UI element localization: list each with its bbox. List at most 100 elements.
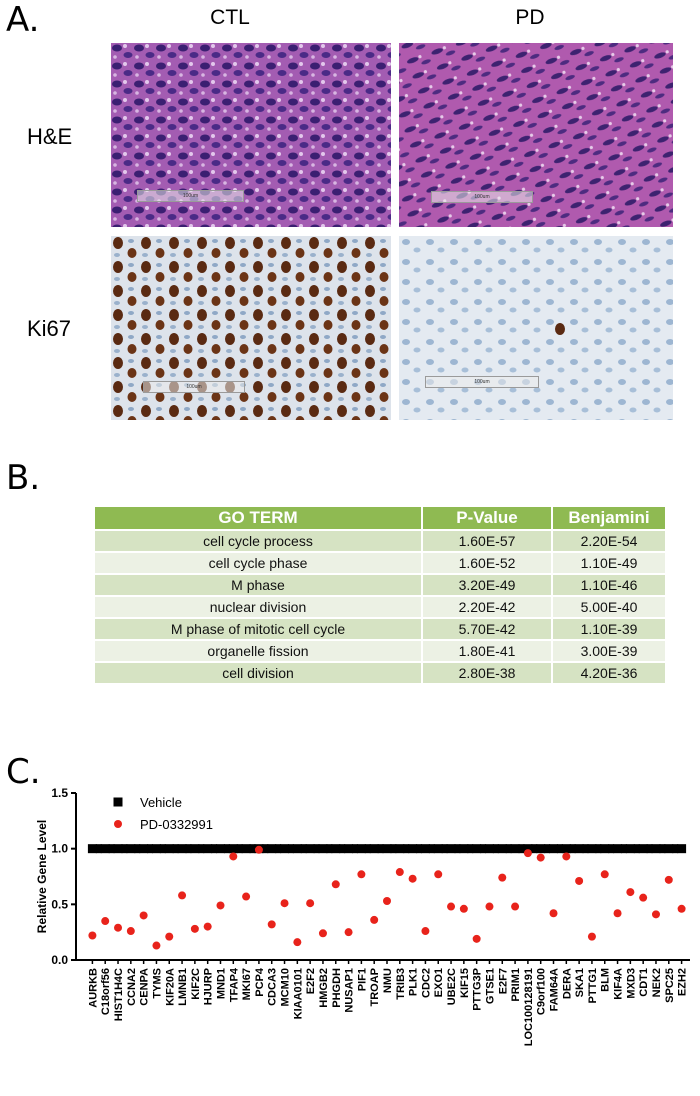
x-tick-label: HMGB2 bbox=[318, 968, 330, 1008]
pd-point bbox=[421, 927, 430, 936]
vehicle-point bbox=[531, 844, 538, 854]
vehicle-point bbox=[172, 844, 179, 854]
vehicle-point bbox=[215, 844, 225, 854]
vehicle-point bbox=[95, 844, 102, 854]
x-tick-label: PIF1 bbox=[356, 968, 368, 991]
pd-point bbox=[472, 934, 481, 943]
benjamini-cell: 1.10E-39 bbox=[553, 619, 665, 639]
vehicle-point bbox=[228, 844, 238, 854]
x-tick-label: CDT1 bbox=[638, 968, 650, 997]
x-tick-label: AURKB bbox=[87, 968, 99, 1008]
vehicle-point bbox=[344, 844, 354, 854]
legend-pd-marker bbox=[114, 820, 122, 828]
x-tick-label: KIF2C bbox=[190, 968, 202, 1000]
x-tick-label: E2F2 bbox=[305, 968, 317, 994]
x-tick-label: TROAP bbox=[369, 968, 381, 1007]
p-value-header: P-Value bbox=[423, 507, 551, 529]
ki67-pd-image: 100um bbox=[399, 236, 673, 420]
pd-point bbox=[536, 853, 545, 862]
pd-point bbox=[434, 870, 443, 879]
x-tick-label: C18orf56 bbox=[100, 968, 112, 1015]
y-tick-label: 0.0 bbox=[51, 953, 68, 967]
pd-point bbox=[242, 892, 251, 901]
pd-point bbox=[216, 901, 225, 910]
vehicle-point bbox=[108, 844, 115, 854]
table-row: M phase of mitotic cell cycle 5.70E-42 1… bbox=[95, 619, 665, 639]
pd-point bbox=[357, 870, 366, 879]
go-term-table: GO TERM P-Value Benjamini cell cycle pro… bbox=[93, 505, 667, 685]
vehicle-point bbox=[638, 844, 648, 854]
vehicle-point bbox=[300, 844, 307, 854]
vehicle-point bbox=[574, 844, 584, 854]
pd-point bbox=[344, 928, 353, 937]
vehicle-point bbox=[377, 844, 384, 854]
x-tick-label: PTTG1 bbox=[587, 968, 599, 1003]
pd-point bbox=[575, 876, 584, 885]
pd-point bbox=[383, 896, 391, 905]
benjamini-cell: 4.20E-36 bbox=[553, 663, 665, 683]
vehicle-point bbox=[472, 844, 482, 854]
vehicle-point bbox=[587, 844, 597, 854]
vehicle-point bbox=[198, 844, 205, 854]
vehicle-point bbox=[518, 844, 525, 854]
scale-bar: 100um bbox=[431, 191, 533, 203]
pd-point bbox=[587, 932, 596, 941]
vehicle-point bbox=[211, 844, 218, 854]
vehicle-point bbox=[139, 844, 149, 854]
p-value-cell: 1.80E-41 bbox=[423, 641, 551, 661]
x-tick-label: NUSAP1 bbox=[344, 968, 356, 1013]
x-tick-label: PRIM1 bbox=[510, 968, 522, 1002]
pd-point bbox=[664, 875, 673, 884]
column-header-pd: PD bbox=[515, 6, 545, 29]
vehicle-point bbox=[659, 844, 666, 854]
x-tick-label: HIST1H4C bbox=[113, 968, 125, 1021]
x-tick-label: KIF15 bbox=[459, 968, 471, 998]
vehicle-point bbox=[313, 844, 320, 854]
vehicle-point bbox=[433, 844, 443, 854]
x-tick-label: E2F7 bbox=[497, 968, 509, 994]
x-tick-label: NEK2 bbox=[651, 968, 663, 997]
vehicle-point bbox=[390, 844, 397, 854]
vehicle-point bbox=[613, 844, 623, 854]
vehicle-point bbox=[544, 844, 551, 854]
vehicle-point bbox=[190, 844, 200, 854]
vehicle-point bbox=[620, 844, 627, 854]
go-term-cell: cell division bbox=[95, 663, 421, 683]
row-label-he: H&E bbox=[27, 124, 73, 149]
x-tick-label: NMU bbox=[382, 968, 394, 993]
go-term-cell: cell cycle process bbox=[95, 531, 421, 551]
vehicle-point bbox=[203, 844, 213, 854]
column-header-ctl: CTL bbox=[210, 6, 250, 29]
vehicle-point bbox=[646, 844, 653, 854]
scale-bar: 100um bbox=[143, 381, 245, 393]
relative-gene-level-chart: 0.0 0.5 1.0 1.5 Relative Gene Level AURKB C18o… bbox=[35, 786, 690, 1046]
vehicle-point bbox=[420, 844, 430, 854]
ki67-pd-texture bbox=[399, 236, 673, 420]
pd-point bbox=[254, 845, 263, 854]
vehicle-point bbox=[608, 844, 615, 854]
p-value-cell: 1.60E-57 bbox=[423, 531, 551, 551]
vehicle-point bbox=[677, 844, 687, 854]
he-pd-image: 100um bbox=[399, 43, 673, 227]
vehicle-point bbox=[151, 844, 161, 854]
pd-point bbox=[562, 852, 571, 861]
vehicle-point bbox=[497, 844, 507, 854]
vehicle-point bbox=[331, 844, 341, 854]
p-value-cell: 1.60E-52 bbox=[423, 553, 551, 573]
legend-pd-label: PD-0332991 bbox=[140, 817, 213, 832]
x-tick-label: LOC100128191 bbox=[523, 968, 535, 1046]
vehicle-point bbox=[664, 844, 674, 854]
table-row: cell division 2.80E-38 4.20E-36 bbox=[95, 663, 665, 683]
vehicle-point bbox=[223, 844, 230, 854]
x-tick-label: C9orf100 bbox=[536, 968, 548, 1015]
x-tick-label: SKA1 bbox=[574, 968, 586, 997]
pd-point bbox=[395, 868, 404, 877]
pd-point bbox=[677, 904, 686, 913]
pd-point bbox=[126, 927, 135, 936]
vehicle-point bbox=[100, 844, 110, 854]
x-tick-label: UBE2C bbox=[446, 968, 458, 1005]
x-tick-label: CDC2 bbox=[420, 968, 432, 998]
go-term-cell: cell cycle phase bbox=[95, 553, 421, 573]
vehicle-point bbox=[305, 844, 315, 854]
ki67-ctl-image: 100um bbox=[111, 236, 391, 420]
